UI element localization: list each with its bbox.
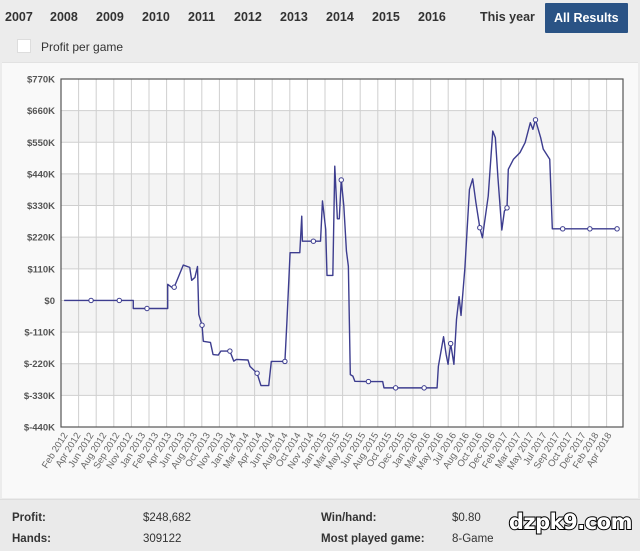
y-tick-label: $330K — [27, 201, 55, 212]
tab-2007[interactable]: 2007 — [5, 10, 33, 24]
data-point — [504, 205, 510, 211]
profit-line — [64, 119, 618, 389]
profit-per-game-label: Profit per game — [41, 40, 124, 54]
profit-label: Profit: — [12, 512, 46, 524]
grid-band — [61, 363, 623, 396]
data-point — [587, 226, 593, 232]
winhand-value: $0.80 — [452, 512, 481, 524]
y-tick-label: $440K — [27, 169, 55, 180]
watermark: dzpk9.com — [508, 509, 634, 535]
y-tick-label: $-330K — [24, 391, 55, 402]
tab-2015[interactable]: 2015 — [372, 10, 400, 24]
tab-2013[interactable]: 2013 — [280, 10, 308, 24]
most-played-label: Most played game: — [321, 533, 425, 545]
data-point — [421, 385, 427, 391]
data-point — [88, 297, 94, 304]
period-tabs: 2007 2008 2009 2010 2011 2012 2013 2014 2015 2016… — [0, 0, 640, 34]
y-tick-label: $770K — [27, 75, 55, 86]
data-point — [365, 378, 372, 385]
data-point — [392, 385, 399, 391]
data-point — [227, 348, 233, 354]
plot-border — [60, 78, 624, 428]
data-point — [447, 340, 454, 347]
tab-2010[interactable]: 2010 — [142, 10, 170, 24]
stats-panel — [0, 499, 640, 551]
tab-2012[interactable]: 2012 — [234, 10, 262, 24]
hands-value: 309122 — [143, 533, 182, 545]
y-tick-label: $550K — [27, 138, 55, 149]
tab-this-year[interactable]: This year — [480, 10, 535, 24]
data-point — [171, 284, 177, 290]
data-point — [477, 224, 483, 231]
data-point — [310, 238, 317, 244]
y-tick-label: $110K — [28, 264, 56, 275]
data-point — [614, 226, 620, 232]
most-played-value: 8-Game — [452, 533, 494, 545]
data-point — [532, 117, 539, 123]
profit-value: $248,682 — [143, 512, 191, 524]
data-point — [254, 370, 260, 376]
tab-all-results[interactable]: All Results — [545, 3, 628, 33]
grid-band — [61, 237, 623, 269]
y-tick-label: $220K — [27, 233, 55, 244]
data-point — [282, 358, 288, 365]
profit-chart: $770K $660K $550K $440K $330K $220K $110K $0 $-1… — [24, 75, 624, 472]
y-tick-label: $-220K — [24, 359, 55, 370]
grid-band — [61, 300, 623, 333]
tab-2014[interactable]: 2014 — [326, 10, 354, 24]
y-tick-label: $660K — [27, 106, 55, 117]
hands-label: Hands: — [12, 533, 51, 545]
tab-2009[interactable]: 2009 — [96, 10, 124, 24]
tab-2008[interactable]: 2008 — [50, 10, 78, 24]
data-point — [559, 226, 566, 232]
tab-2016[interactable]: 2016 — [418, 10, 446, 24]
grid-band — [61, 110, 623, 143]
data-point — [116, 297, 122, 304]
tab-2011[interactable]: 2011 — [188, 10, 216, 24]
data-point — [144, 305, 150, 312]
data-point — [338, 177, 344, 183]
data-point — [199, 322, 205, 328]
y-tick-label: $0 — [44, 296, 55, 307]
winhand-label: Win/hand: — [321, 512, 377, 524]
y-tick-label: $-440K — [24, 423, 55, 434]
profit-per-game-checkbox[interactable] — [17, 39, 31, 53]
y-tick-label: $-110K — [24, 328, 55, 339]
